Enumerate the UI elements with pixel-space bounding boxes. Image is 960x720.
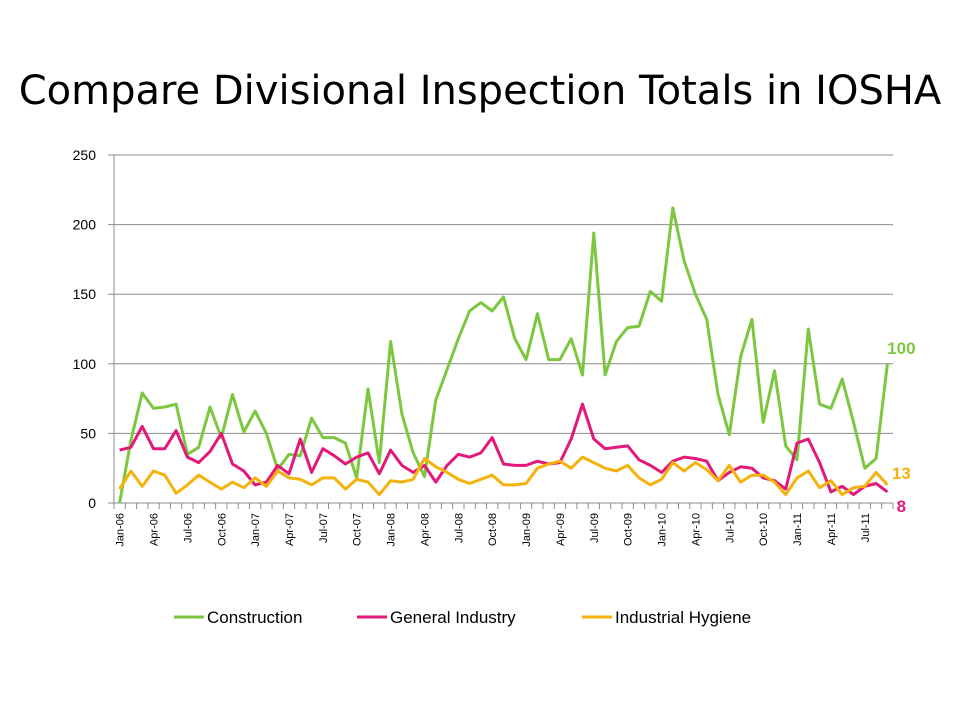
- x-tick-label: Apr-08: [419, 513, 431, 546]
- legend-label: Construction: [207, 608, 302, 627]
- x-tick-label: Jul-10: [724, 513, 736, 543]
- x-tick-label: Jul-06: [182, 513, 194, 543]
- y-tick-label: 200: [73, 217, 97, 233]
- gridlines: [114, 154, 893, 504]
- end-value-label: 100: [887, 339, 915, 358]
- series-line-construction: [118, 206, 889, 504]
- x-tick-label: Jan-10: [657, 513, 669, 547]
- x-tick-label: Oct-09: [623, 513, 635, 546]
- x-tick-label: Jan-07: [250, 513, 262, 547]
- x-tick-label: Apr-11: [826, 513, 838, 545]
- x-tick-label: Jan-09: [521, 513, 533, 547]
- x-tick-label: Jul-11: [860, 513, 872, 542]
- x-tick-label: Oct-07: [352, 513, 364, 546]
- x-tick-label: Jul-07: [318, 513, 330, 543]
- legend-label: Industrial Hygiene: [615, 608, 751, 627]
- x-tick-label: Jul-09: [589, 513, 601, 543]
- x-tick-label: Jan-06: [115, 513, 127, 547]
- y-tick-label: 100: [73, 356, 97, 372]
- y-tick-label: 50: [80, 425, 96, 441]
- chart-title: Compare Divisional Inspection Totals in …: [18, 68, 942, 114]
- x-axis: Jan-06 Apr-06 Jul-06 Oct-06 Jan-07 Apr-07 Jul-…: [113, 502, 894, 547]
- x-tick-label: Apr-09: [555, 513, 567, 546]
- end-value-label: 8: [897, 497, 906, 516]
- x-tick-label: Jan-11: [792, 513, 804, 546]
- y-tick-label: 250: [73, 147, 97, 163]
- x-tick-label: Oct-06: [216, 513, 228, 546]
- end-value-label: 13: [892, 464, 911, 483]
- y-tick-label: 150: [73, 286, 97, 302]
- legend: Construction General Industry Industrial H…: [174, 608, 751, 627]
- y-axis: 0 50 100 150 200 250: [73, 147, 115, 511]
- legend-label: General Industry: [390, 608, 516, 627]
- y-tick-label: 0: [88, 495, 96, 511]
- x-tick-label: Jul-08: [453, 513, 465, 543]
- end-labels: 100 8 13: [887, 339, 915, 516]
- x-tick-label: Oct-08: [487, 513, 499, 546]
- series-line-industrial-hygiene: [118, 455, 889, 497]
- x-tick-label: Oct-10: [758, 513, 770, 546]
- x-tick-label: Apr-07: [284, 513, 296, 546]
- x-tick-label: Jan-08: [386, 513, 398, 547]
- x-tick-label: Apr-10: [690, 513, 702, 546]
- series-lines: [118, 206, 889, 504]
- x-tick-label: Apr-06: [149, 513, 161, 546]
